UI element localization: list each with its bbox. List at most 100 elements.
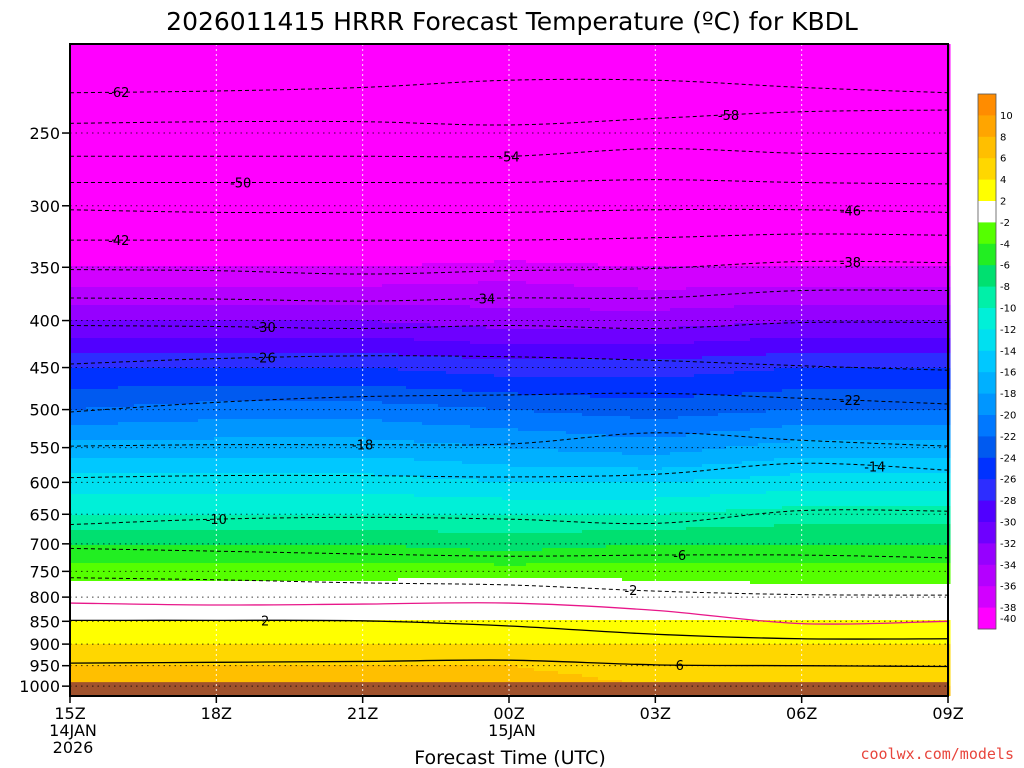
temperature-cell	[510, 644, 519, 666]
temperature-cell	[414, 530, 423, 549]
temperature-cell	[526, 467, 535, 483]
temperature-cell	[262, 644, 271, 666]
temperature-cell	[822, 368, 831, 390]
temperature-cell	[558, 308, 567, 330]
temperature-cell	[430, 443, 439, 462]
temperature-cell	[926, 410, 935, 426]
temperature-cell	[406, 266, 415, 285]
temperature-cell	[710, 464, 719, 480]
temperature-cell	[502, 620, 511, 645]
temperature-cell	[926, 473, 935, 492]
temperature-cell	[574, 482, 583, 501]
temperature-cell	[230, 515, 239, 531]
temperature-cell	[886, 368, 895, 390]
temperature-cell	[918, 353, 927, 369]
temperature-cell	[886, 440, 895, 459]
temperature-cell	[78, 494, 87, 516]
temperature-cell	[278, 494, 287, 516]
temperature-cell	[486, 263, 495, 282]
temperature-cell	[478, 563, 487, 579]
temperature-cell	[366, 563, 375, 582]
temperature-cell	[254, 401, 263, 420]
temperature-cell	[518, 260, 527, 282]
temperature-cell	[926, 584, 935, 621]
temperature-cell	[118, 581, 127, 621]
temperature-cell	[214, 620, 223, 645]
temperature-cell	[142, 338, 151, 354]
temperature-cell	[494, 308, 503, 330]
temperature-cell	[390, 368, 399, 387]
temperature-fill-bands	[70, 44, 951, 696]
temperature-cell	[294, 644, 303, 666]
temperature-cell	[294, 419, 303, 438]
temperature-cell	[294, 338, 303, 354]
temperature-cell	[934, 389, 943, 411]
temperature-cell	[462, 425, 471, 447]
temperature-cell	[110, 407, 119, 426]
temperature-cell	[182, 386, 191, 405]
temperature-cell	[854, 491, 863, 507]
temperature-cell	[606, 467, 615, 483]
temperature-cell	[414, 404, 423, 423]
colorbar-swatch	[978, 136, 996, 159]
temperature-cell	[238, 401, 247, 420]
temperature-cell	[382, 476, 391, 495]
temperature-cell	[118, 665, 127, 696]
temperature-cell	[398, 578, 407, 621]
temperature-cell	[294, 305, 303, 321]
temperature-cell	[422, 443, 431, 462]
temperature-cell	[374, 515, 383, 531]
temperature-cell	[942, 389, 951, 411]
temperature-cell	[230, 266, 239, 288]
temperature-cell	[478, 44, 487, 264]
temperature-cell	[222, 620, 231, 645]
temperature-cell	[766, 461, 775, 477]
temperature-cell	[846, 584, 855, 621]
temperature-cell	[414, 497, 423, 516]
temperature-cell	[334, 353, 343, 369]
temperature-cell	[702, 44, 711, 267]
temperature-cell	[366, 581, 375, 621]
temperature-cell	[270, 419, 279, 438]
temperature-cell	[230, 494, 239, 516]
credit-link[interactable]: coolwx.com/models	[860, 745, 1014, 763]
temperature-cell	[486, 428, 495, 447]
temperature-cell	[590, 263, 599, 288]
temperature-cell	[142, 473, 151, 495]
temperature-cell	[318, 620, 327, 645]
temperature-cell	[510, 377, 519, 393]
temperature-cell	[166, 404, 175, 423]
temperature-cell	[566, 434, 575, 453]
temperature-cell	[758, 323, 767, 339]
temperature-cell	[518, 644, 527, 669]
temperature-cell	[126, 581, 135, 621]
temperature-cell	[934, 266, 943, 288]
temperature-cell	[814, 353, 823, 369]
temperature-cell	[182, 563, 191, 582]
temperature-cell	[430, 578, 439, 621]
temperature-cell	[558, 500, 567, 516]
temperature-cell	[742, 431, 751, 447]
temperature-cell	[766, 353, 775, 372]
temperature-cell	[398, 665, 407, 696]
temperature-cell	[822, 287, 831, 306]
temperature-cell	[862, 584, 871, 621]
temperature-cell	[638, 530, 647, 546]
temperature-cell	[510, 308, 519, 330]
temperature-cell	[934, 368, 943, 390]
temperature-cell	[150, 440, 159, 459]
temperature-cell	[662, 545, 671, 564]
temperature-cell	[550, 620, 559, 645]
temperature-cell	[262, 338, 271, 354]
temperature-cell	[222, 305, 231, 321]
temperature-cell	[478, 359, 487, 375]
temperature-cell	[454, 284, 463, 306]
temperature-cell	[926, 305, 935, 321]
temperature-cell	[654, 470, 663, 483]
temperature-cell	[886, 305, 895, 321]
temperature-cell	[398, 356, 407, 372]
temperature-cell	[718, 527, 727, 546]
colorbar-swatch	[978, 243, 996, 266]
temperature-cell	[606, 530, 615, 546]
temperature-cell	[526, 515, 535, 534]
